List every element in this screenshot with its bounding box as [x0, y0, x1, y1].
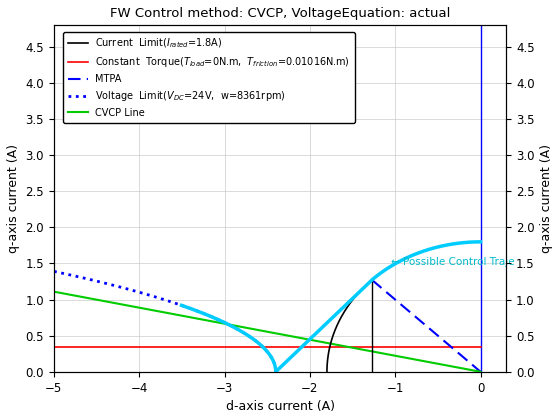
MTPA — [460, 355, 467, 360]
MTPA — [369, 278, 376, 283]
MTPA — [477, 369, 484, 374]
Voltage  Limit($V_{DC}$=24V,  w=8361rpm) — [50, 269, 57, 274]
Current  Limit($I_{rated}$=1.8A) — [477, 239, 484, 244]
Current  Limit($I_{rated}$=1.8A) — [324, 365, 330, 370]
Line: MTPA: MTPA — [372, 280, 480, 372]
Constant  Torque($T_{load}$=0N.m,  $T_{friction}$=0.01016N.m) — [50, 344, 57, 349]
MTPA — [433, 332, 440, 337]
CVCP Line — [305, 337, 311, 342]
Voltage  Limit($V_{DC}$=24V,  w=8361rpm) — [271, 362, 278, 367]
Voltage  Limit($V_{DC}$=24V,  w=8361rpm) — [71, 273, 78, 278]
Line: Current  Limit($I_{rated}$=1.8A): Current Limit($I_{rated}$=1.8A) — [327, 242, 480, 372]
Constant  Torque($T_{load}$=0N.m,  $T_{friction}$=0.01016N.m) — [281, 344, 288, 349]
X-axis label: d-axis current (A): d-axis current (A) — [226, 400, 334, 413]
CVCP Line — [303, 336, 310, 341]
Voltage  Limit($V_{DC}$=24V,  w=8361rpm) — [272, 369, 279, 374]
Y-axis label: q-axis current (A): q-axis current (A) — [540, 144, 553, 253]
Constant  Torque($T_{load}$=0N.m,  $T_{friction}$=0.01016N.m) — [253, 344, 260, 349]
Current  Limit($I_{rated}$=1.8A) — [330, 333, 337, 338]
Y-axis label: q-axis current (A): q-axis current (A) — [7, 144, 20, 253]
Title: FW Control method: CVCP, VoltageEquation: actual: FW Control method: CVCP, VoltageEquation… — [110, 7, 450, 20]
CVCP Line — [50, 289, 57, 294]
Current  Limit($I_{rated}$=1.8A) — [373, 274, 380, 279]
MTPA — [467, 361, 474, 366]
Text: ← Possible Control Traje: ← Possible Control Traje — [391, 257, 515, 267]
MTPA — [368, 277, 375, 282]
Legend: Current  Limit($I_{rated}$=1.8A), Constant  Torque($T_{load}$=0N.m,  $T_{frictio: Current Limit($I_{rated}$=1.8A), Constan… — [63, 32, 355, 123]
Voltage  Limit($V_{DC}$=24V,  w=8361rpm) — [54, 270, 60, 275]
CVCP Line — [437, 362, 444, 367]
MTPA — [435, 333, 442, 339]
Current  Limit($I_{rated}$=1.8A) — [324, 369, 330, 374]
Current  Limit($I_{rated}$=1.8A) — [372, 275, 379, 280]
Voltage  Limit($V_{DC}$=24V,  w=8361rpm) — [232, 326, 239, 331]
Constant  Torque($T_{load}$=0N.m,  $T_{friction}$=0.01016N.m) — [256, 344, 263, 349]
MTPA — [433, 332, 440, 337]
Current  Limit($I_{rated}$=1.8A) — [362, 284, 368, 289]
Constant  Torque($T_{load}$=0N.m,  $T_{friction}$=0.01016N.m) — [477, 344, 484, 349]
Constant  Torque($T_{load}$=0N.m,  $T_{friction}$=0.01016N.m) — [400, 344, 407, 349]
Voltage  Limit($V_{DC}$=24V,  w=8361rpm) — [262, 347, 269, 352]
Constant  Torque($T_{load}$=0N.m,  $T_{friction}$=0.01016N.m) — [305, 344, 311, 349]
Line: CVCP Line: CVCP Line — [54, 291, 480, 372]
CVCP Line — [410, 357, 417, 362]
CVCP Line — [52, 289, 59, 294]
Voltage  Limit($V_{DC}$=24V,  w=8361rpm) — [259, 344, 266, 349]
CVCP Line — [477, 369, 484, 374]
CVCP Line — [312, 338, 319, 343]
Constant  Torque($T_{load}$=0N.m,  $T_{friction}$=0.01016N.m) — [467, 344, 474, 349]
Current  Limit($I_{rated}$=1.8A) — [353, 292, 360, 297]
Line: Voltage  Limit($V_{DC}$=24V,  w=8361rpm): Voltage Limit($V_{DC}$=24V, w=8361rpm) — [54, 271, 276, 372]
